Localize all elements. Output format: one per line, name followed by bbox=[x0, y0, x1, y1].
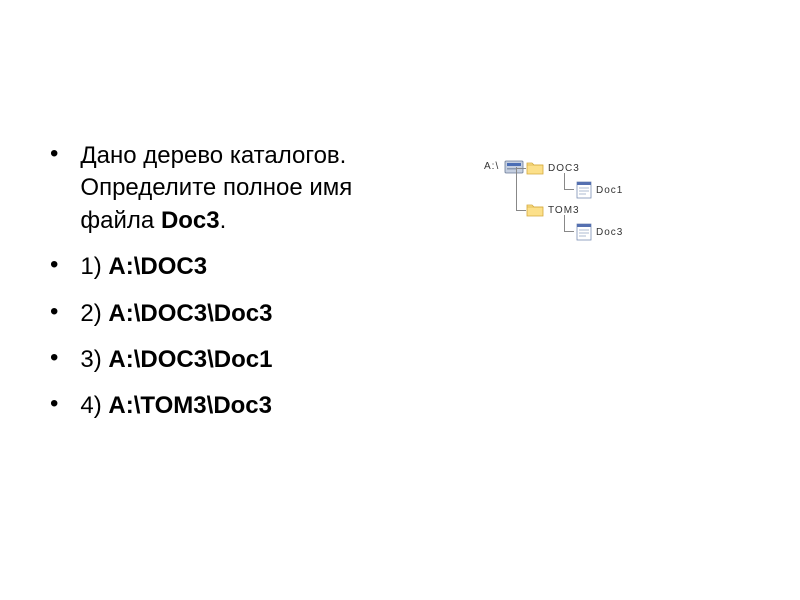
question-list: • Дано дерево каталогов. Определите полн… bbox=[50, 140, 410, 437]
tree-line bbox=[564, 231, 574, 232]
option-num: 3) bbox=[80, 346, 101, 373]
folder-label: TOM3 bbox=[548, 205, 580, 216]
bullet-icon: • bbox=[50, 390, 58, 419]
tree-root: A:\ bbox=[480, 155, 525, 177]
question-prompt-item: • Дано дерево каталогов. Определите полн… bbox=[50, 140, 410, 237]
bullet-icon: • bbox=[50, 251, 58, 280]
folder-icon bbox=[526, 203, 544, 217]
option-3: • 3) A:\DOC3\Doc1 bbox=[50, 344, 410, 376]
option-num: 2) bbox=[80, 300, 101, 327]
tree-file-doc1: Doc1 bbox=[576, 181, 623, 199]
drive-icon bbox=[503, 155, 525, 177]
option-path: A:\TOM3\Doc3 bbox=[108, 392, 272, 419]
file-label: Doc1 bbox=[596, 185, 623, 196]
option-2: • 2) A:\DOC3\Doc3 bbox=[50, 298, 410, 330]
option-1: • 1) A:\DOC3 bbox=[50, 251, 410, 283]
tree-line bbox=[564, 215, 565, 231]
option-num: 4) bbox=[80, 392, 101, 419]
tree-line bbox=[516, 167, 517, 211]
option-4-text: 4) A:\TOM3\Doc3 bbox=[80, 390, 272, 422]
question-prompt-text: Дано дерево каталогов. Определите полное… bbox=[80, 140, 410, 237]
root-label: A:\ bbox=[484, 161, 499, 172]
tree-line bbox=[516, 168, 526, 169]
folder-icon bbox=[526, 161, 544, 175]
bullet-icon: • bbox=[50, 140, 58, 169]
tree-line bbox=[564, 173, 565, 189]
option-path: A:\DOC3\Doc3 bbox=[108, 300, 272, 327]
tree-file-doc3: Doc3 bbox=[576, 223, 623, 241]
prompt-bold: Doc3 bbox=[161, 207, 220, 234]
folder-label: DOC3 bbox=[548, 163, 580, 174]
option-num: 1) bbox=[80, 253, 101, 280]
option-path: A:\DOC3\Doc1 bbox=[108, 346, 272, 373]
option-1-text: 1) A:\DOC3 bbox=[80, 251, 207, 283]
bullet-icon: • bbox=[50, 344, 58, 373]
prompt-suffix: . bbox=[220, 207, 227, 234]
option-2-text: 2) A:\DOC3\Doc3 bbox=[80, 298, 272, 330]
file-icon bbox=[576, 181, 592, 199]
option-4: • 4) A:\TOM3\Doc3 bbox=[50, 390, 410, 422]
option-path: A:\DOC3 bbox=[108, 253, 207, 280]
file-icon bbox=[576, 223, 592, 241]
option-3-text: 3) A:\DOC3\Doc1 bbox=[80, 344, 272, 376]
tree-folder-doc3: DOC3 bbox=[526, 161, 580, 175]
tree-line bbox=[564, 189, 574, 190]
tree-folder-tom3: TOM3 bbox=[526, 203, 580, 217]
tree-line bbox=[516, 210, 526, 211]
bullet-icon: • bbox=[50, 298, 58, 327]
file-label: Doc3 bbox=[596, 227, 623, 238]
